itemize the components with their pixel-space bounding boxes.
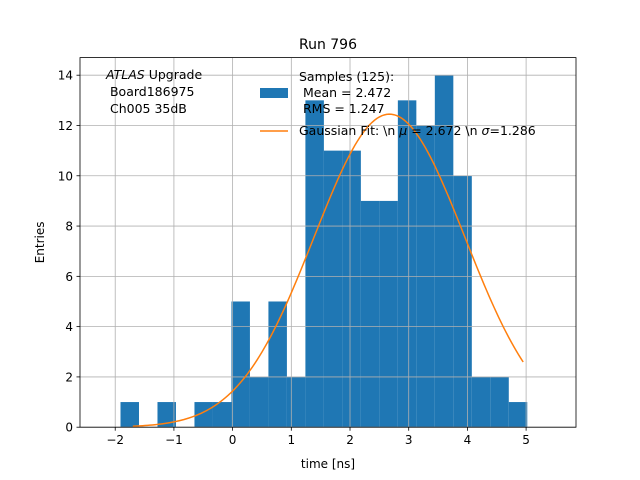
legend-fit-part-3: = 2.672 \n	[407, 123, 481, 138]
x-tick-label: 0	[229, 433, 237, 447]
y-axis-label: Entries	[33, 222, 47, 264]
histogram-bar-8	[268, 301, 287, 428]
chart-title: Run 796	[299, 37, 357, 53]
histogram-bar-11	[323, 150, 343, 428]
histogram-bar-4	[194, 402, 213, 428]
annotation-italic: ATLAS	[105, 67, 145, 82]
plot-frame	[79, 57, 577, 428]
histogram-bar-6	[231, 301, 250, 428]
histogram-bar-19	[471, 376, 491, 428]
histogram-bar-14	[379, 200, 398, 428]
x-tick-label: 5	[522, 433, 530, 447]
annotation-rest: Upgrade	[145, 67, 203, 82]
legend-samples-line-2: Mean = 2.472	[299, 85, 391, 100]
annotation-line-2: Board186975	[106, 84, 194, 99]
histogram-bar-13	[360, 200, 380, 428]
legend-samples-line-1: Samples (125):	[299, 69, 394, 84]
histogram-bar-2	[157, 402, 176, 428]
legend-fit-label: Gaussian Fit: \n μ = 2.672 \n σ=1.286	[299, 123, 536, 138]
legend-fit-mu: μ	[398, 123, 407, 138]
histogram-bar-12	[342, 150, 361, 428]
y-tick-label: 8	[65, 220, 73, 234]
legend-fit-part-5: =1.286	[489, 123, 535, 138]
annotation-line-3: Ch005 35dB	[106, 101, 187, 116]
histogram-bar-20	[490, 376, 509, 428]
histogram-bar-7	[249, 376, 269, 428]
x-tick-label: −1	[165, 433, 183, 447]
x-tick-label: −2	[106, 433, 124, 447]
x-tick-label: 1	[287, 433, 295, 447]
y-tick-label: 10	[58, 169, 73, 183]
legend-fit-part-1: Gaussian Fit: \n	[299, 123, 399, 138]
histogram-bar-10	[305, 100, 324, 428]
x-axis-label: time [ns]	[301, 457, 355, 471]
histogram-bar-0	[120, 402, 139, 428]
y-tick-label: 6	[65, 270, 73, 284]
y-axis-ticks: 0 2 4 6 8 10 12 14	[58, 69, 80, 435]
y-tick-label: 12	[58, 119, 73, 133]
histogram-bar-15	[397, 100, 417, 428]
histogram-bar-9	[286, 376, 306, 428]
histogram-bar-17	[434, 75, 454, 428]
legend-samples-line-3: RMS = 1.247	[299, 101, 385, 116]
x-tick-label: 4	[464, 433, 472, 447]
y-tick-label: 4	[65, 320, 73, 334]
legend-swatch-samples	[260, 88, 288, 98]
y-tick-label: 2	[65, 370, 73, 384]
annotation-line-1: ATLAS Upgrade	[105, 67, 202, 82]
legend: Samples (125): Mean = 2.472 RMS = 1.247 …	[260, 69, 536, 138]
x-tick-label: 3	[405, 433, 413, 447]
atlas-annotation: ATLAS Upgrade Board186975 Ch005 35dB	[105, 67, 202, 116]
gaussian-fit-curve	[132, 113, 524, 427]
histogram-bar-5	[212, 402, 232, 428]
y-tick-label: 14	[58, 69, 73, 83]
x-tick-label: 2	[346, 433, 354, 447]
legend-fit-sigma: σ	[482, 123, 491, 138]
histogram-bar-21	[508, 402, 528, 428]
y-tick-label: 0	[65, 421, 73, 435]
x-axis-ticks: −2 −1 0 1 2 3 4 5	[106, 427, 530, 447]
